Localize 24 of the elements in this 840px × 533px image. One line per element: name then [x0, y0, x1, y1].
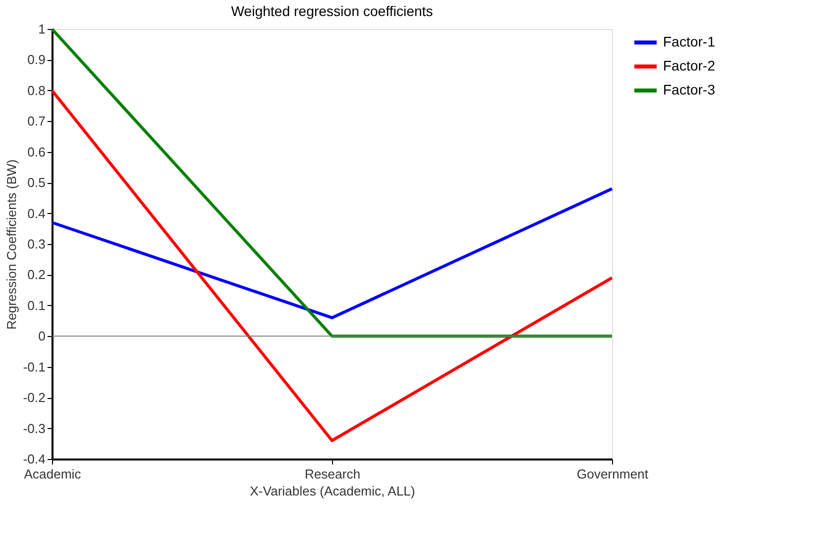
- y-tick-label: 1: [38, 22, 46, 36]
- y-tick-label: 0.6: [27, 144, 46, 160]
- legend-label: Factor-3: [663, 82, 716, 98]
- y-tick-label: 0.7: [27, 114, 46, 129]
- y-tick-label: 0: [38, 328, 46, 344]
- y-axis-title: Regression Coefficients (BW): [4, 159, 20, 330]
- y-tick-label: -0.2: [23, 390, 46, 406]
- x-axis-title: X-Variables (Academic, ALL): [250, 484, 416, 498]
- chart-title: Weighted regression coefficients: [231, 3, 433, 19]
- legend-label: Factor-2: [663, 58, 716, 74]
- y-tick-label: 0.2: [27, 267, 46, 282]
- x-tick-label: Government: [576, 466, 649, 482]
- x-tick-label: Academic: [24, 466, 82, 482]
- y-tick-label: -0.1: [23, 359, 46, 374]
- y-tick-label: -0.3: [23, 420, 46, 436]
- y-tick-label: 0.4: [27, 206, 46, 221]
- x-tick-label: Research: [304, 466, 360, 482]
- y-tick-label: 0.3: [27, 236, 46, 252]
- y-tick-label: 0.5: [27, 175, 46, 190]
- y-tick-label: 0.9: [27, 52, 46, 68]
- y-tick-label: 0.1: [27, 298, 46, 313]
- y-tick-label: -0.4: [23, 452, 46, 466]
- legend-label: Factor-1: [663, 34, 716, 50]
- y-tick-label: 0.8: [27, 82, 46, 98]
